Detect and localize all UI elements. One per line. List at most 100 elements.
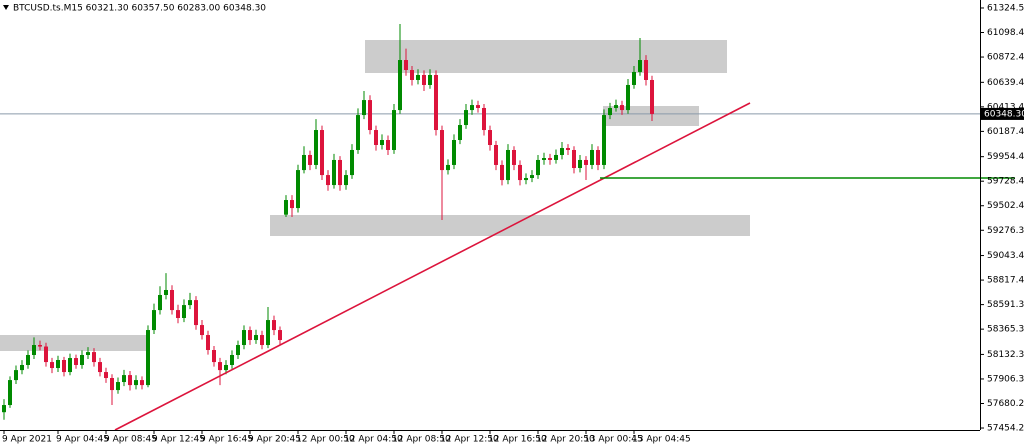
y-tick-label: 57680.25 xyxy=(987,399,1024,409)
menu-icon[interactable] xyxy=(3,5,9,10)
y-tick-label: 58817.40 xyxy=(987,276,1024,286)
candle-body xyxy=(224,364,228,371)
candle-body xyxy=(272,320,276,331)
y-tick-label: 58132.35 xyxy=(987,350,1024,360)
candle-body xyxy=(254,335,258,341)
candle-body xyxy=(284,200,288,215)
candle-body xyxy=(236,345,240,356)
candle-body xyxy=(434,74,438,131)
candle-body xyxy=(440,130,444,171)
candle-body xyxy=(386,140,390,150)
candle-body xyxy=(56,359,60,369)
y-tick-label: 60187.40 xyxy=(987,127,1024,137)
candle-body xyxy=(158,294,162,311)
candle-body xyxy=(38,345,42,347)
x-tick-label: 12 Apr 20:50 xyxy=(536,435,595,445)
candle-body xyxy=(368,100,372,131)
candle-body xyxy=(344,175,348,186)
candle-body xyxy=(404,60,408,71)
chart-title: BTCUSD.ts.M15 60321.30 60357.50 60283.00… xyxy=(13,4,266,14)
candle-body xyxy=(80,355,84,365)
x-tick-label: 9 Apr 08:45 xyxy=(104,435,157,445)
candle-body xyxy=(218,362,222,371)
candle-body xyxy=(212,350,216,363)
candle-body xyxy=(650,79,654,114)
candle-body xyxy=(290,200,294,209)
x-tick-label: 12 Apr 00:50 xyxy=(296,435,355,445)
zone xyxy=(603,106,699,126)
candle-body xyxy=(248,330,252,341)
y-tick-label: 61098.45 xyxy=(987,28,1024,38)
candle-body xyxy=(134,380,138,386)
x-tick-label: 9 Apr 04:45 xyxy=(56,435,109,445)
x-tick-label: 12 Apr 04:50 xyxy=(344,435,403,445)
candle-body xyxy=(416,74,420,80)
zone xyxy=(0,335,150,351)
candle-body xyxy=(530,175,534,178)
candle-body xyxy=(230,355,234,365)
y-tick-label: 58365.30 xyxy=(987,325,1024,335)
y-tick-label: 57906.30 xyxy=(987,374,1024,384)
y-tick-label: 58591.35 xyxy=(987,300,1024,310)
y-tick-label: 60413.45 xyxy=(987,102,1024,112)
candle-body xyxy=(452,140,456,165)
candle-body xyxy=(560,148,564,155)
candle-body xyxy=(98,362,102,373)
candle-body xyxy=(146,330,150,386)
candle-body xyxy=(506,149,510,181)
candle-body xyxy=(458,125,462,141)
candle-body xyxy=(620,105,624,111)
candle-body xyxy=(608,107,612,116)
candle-body xyxy=(2,405,6,413)
candle-body xyxy=(74,358,78,365)
candle-body xyxy=(8,380,12,406)
drawings xyxy=(0,40,750,351)
current-price-label: 60348.30 xyxy=(984,109,1024,119)
zone xyxy=(270,215,750,236)
candle-body xyxy=(374,130,378,145)
y-tick-label: 60872.40 xyxy=(987,53,1024,63)
candle-body xyxy=(296,170,300,209)
x-tick-label: 9 Apr 20:45 xyxy=(248,435,301,445)
x-tick-label: 13 Apr 00:45 xyxy=(584,435,643,445)
y-tick-label: 59276.35 xyxy=(987,226,1024,236)
y-tick-label: 59502.40 xyxy=(987,201,1024,211)
candle-body xyxy=(176,310,180,318)
y-tick-label: 59728.45 xyxy=(987,177,1024,187)
current-price-box xyxy=(981,107,1024,120)
candle-body xyxy=(104,372,108,379)
y-tick-label: 59043.45 xyxy=(987,251,1024,261)
candle-body xyxy=(116,382,120,391)
candle-body xyxy=(578,159,582,169)
candle-body xyxy=(62,359,66,373)
candle-body xyxy=(308,154,312,165)
candle-body xyxy=(638,60,642,72)
candle-body xyxy=(614,105,618,108)
candle-body xyxy=(188,300,192,306)
y-tick-label: 59954.45 xyxy=(987,152,1024,162)
candle-body xyxy=(260,335,264,346)
candle-body xyxy=(182,305,186,318)
candle-body xyxy=(596,149,600,165)
candle-body xyxy=(14,370,18,381)
candle-body xyxy=(554,154,558,160)
x-tick-label: 9 Apr 2021 xyxy=(2,435,52,445)
candle-body xyxy=(524,177,528,181)
candle-body xyxy=(206,335,210,351)
x-tick-label: 12 Apr 08:50 xyxy=(392,435,451,445)
candle-body xyxy=(68,358,72,373)
candle-body xyxy=(152,310,156,331)
zone xyxy=(365,40,727,73)
candle-body xyxy=(494,144,498,165)
candle-body xyxy=(332,159,336,186)
candle-body xyxy=(86,352,90,356)
candle-body xyxy=(20,364,24,371)
candle-body xyxy=(350,149,354,176)
candle-body xyxy=(164,289,168,295)
y-tick-label: 60639.45 xyxy=(987,78,1024,88)
x-tick-label: 13 Apr 04:45 xyxy=(632,435,691,445)
candle-body xyxy=(644,60,648,80)
candle-body xyxy=(356,115,360,150)
